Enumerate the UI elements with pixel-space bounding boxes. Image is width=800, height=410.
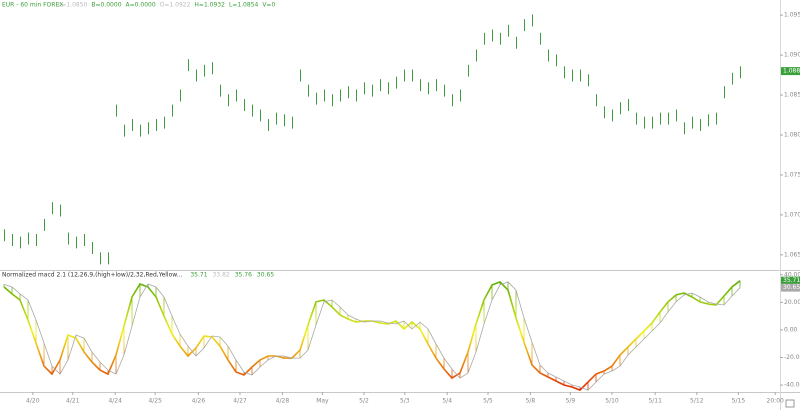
x-tick-label: 4/24: [108, 398, 122, 405]
x-tick-label: 4/25: [148, 398, 162, 405]
y-tick-label: 1.0850: [784, 92, 800, 99]
quote-field: A=0.0000: [126, 2, 156, 9]
quote-field: L=1.0850: [58, 2, 88, 9]
last-price-tag: [781, 67, 800, 76]
quote-field: V=0: [262, 2, 275, 9]
x-tick-label: 5/15: [732, 398, 746, 405]
last-value-tag: [781, 276, 800, 285]
x-tick-label: 4/27: [233, 398, 247, 405]
x-tick-label: 5/4: [442, 398, 452, 405]
quote-field: L=1.0854: [229, 2, 259, 9]
quote-field: H=1.0932: [194, 2, 225, 9]
y-tick-label: 1.0750: [784, 171, 800, 178]
x-tick-label: 5/10: [605, 398, 619, 405]
x-tick-label: 4/21: [66, 398, 80, 405]
y-tick-label: -20.00: [784, 354, 800, 361]
quote-field: B=0.0000: [91, 2, 121, 9]
quote-field: O=1.0922: [160, 2, 191, 9]
y-tick-label: 1.0800: [784, 132, 800, 139]
y-tick-label: 40.00: [784, 271, 800, 278]
x-tick-label: 5/2: [359, 398, 369, 405]
last-value-label: 35.71: [783, 277, 800, 284]
x-tick-label: 5/12: [690, 398, 704, 405]
last-value-tag: [781, 283, 800, 292]
indicator-title: Normalized macd 2.1 (12,26,9,(high+low)/…: [2, 272, 182, 279]
x-tick-label: 20:00: [767, 398, 784, 405]
x-tick-label: 4/20: [26, 398, 40, 405]
y-tick-label: 1.0650: [784, 251, 800, 258]
y-tick-label: -40.00: [784, 382, 800, 389]
x-tick-label: 4/28: [276, 398, 290, 405]
y-tick-label: 0.00: [784, 326, 798, 333]
last-price-label: 1.0880: [783, 68, 800, 75]
x-tick-label: 5/8: [526, 398, 536, 405]
scroll-button[interactable]: [785, 399, 795, 408]
x-tick-label: 5/5: [483, 398, 493, 405]
x-tick-label: 5/3: [400, 398, 410, 405]
indicator-readout: 30.65: [257, 272, 274, 279]
y-tick-label: 1.0700: [784, 211, 800, 218]
indicator-readout: 35.71: [190, 272, 207, 279]
instrument-title: EUR - 60 min FOREX: [2, 2, 63, 9]
x-tick-label: 4/26: [192, 398, 206, 405]
x-tick-label: 5/11: [648, 398, 662, 405]
signal-line: [3, 281, 741, 391]
indicator-readout: 33.82: [213, 272, 230, 279]
y-tick-label: 1.0950: [784, 12, 800, 19]
last-value-label: 30.65: [783, 284, 800, 291]
y-tick-label: 20.00: [784, 299, 800, 306]
y-tick-label: 1.0900: [784, 52, 800, 59]
indicator-readout: 35.76: [235, 272, 252, 279]
x-tick-label: May: [316, 398, 329, 405]
x-tick-label: 5/9: [566, 398, 576, 405]
